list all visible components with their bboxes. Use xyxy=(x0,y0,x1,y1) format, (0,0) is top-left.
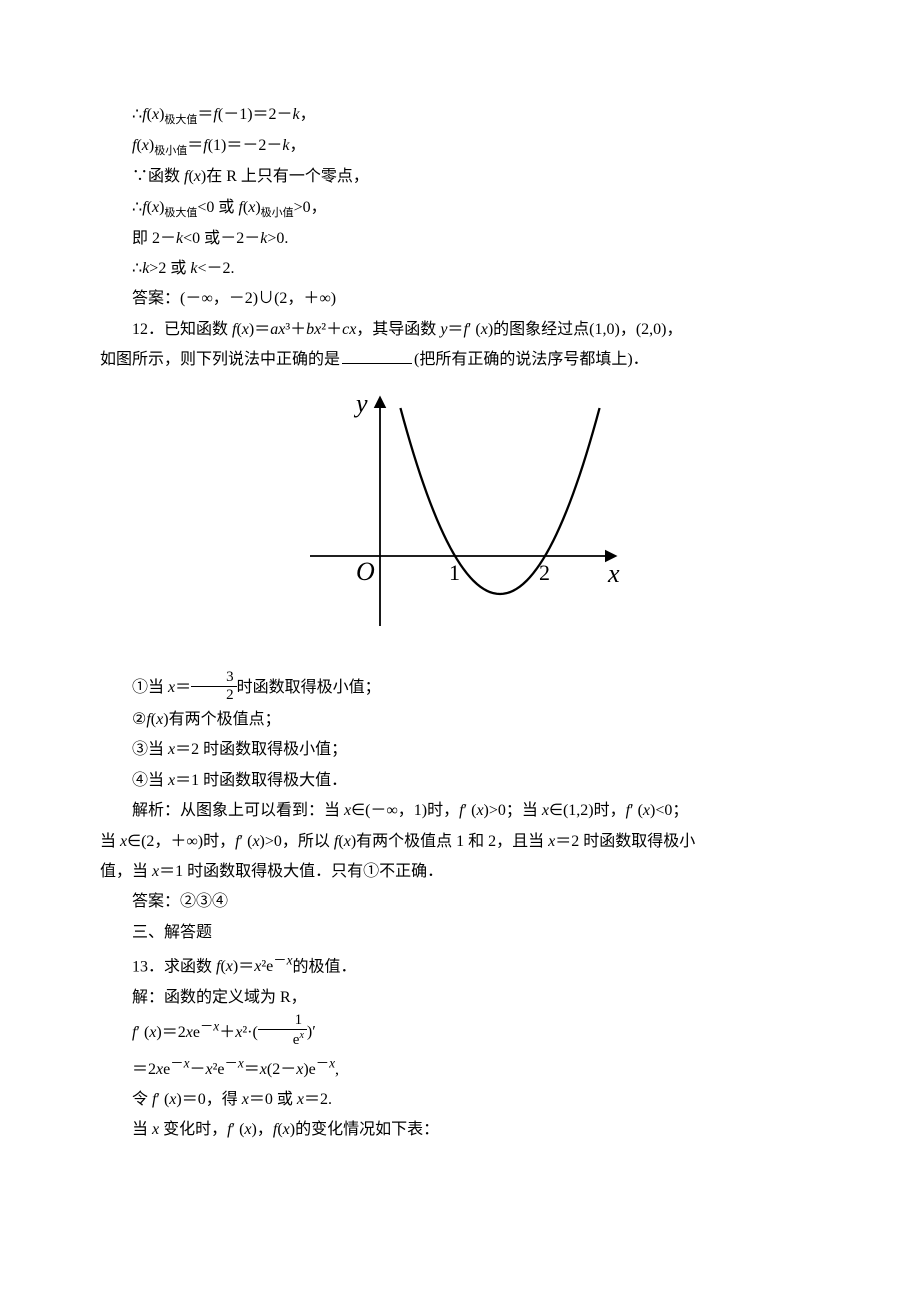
line-3: ∵函数 f(x)在 R 上只有一个零点， xyxy=(100,162,820,192)
line-1: ∴f(x)极大值＝f(－1)＝2－k， xyxy=(100,100,820,131)
line-4: ∴f(x)极大值<0 或 f(x)极小值>0， xyxy=(100,193,820,224)
svg-text:y: y xyxy=(353,389,368,418)
section-heading: 三、解答题 xyxy=(100,918,820,948)
svg-text:O: O xyxy=(356,557,375,586)
stmt-2: ②f(x)有两个极值点； xyxy=(100,705,820,735)
stmt-3: ③当 x＝2 时函数取得极小值； xyxy=(100,735,820,765)
line-5: 即 2－k<0 或－2－k>0. xyxy=(100,224,820,254)
analysis-line-1: 解析：从图象上可以看到：当 x∈(－∞，1)时，f′ (x)>0；当 x∈(1,… xyxy=(100,796,820,826)
derivative-graph: Ox y 1 2 xyxy=(290,386,630,646)
answer-blank xyxy=(342,347,412,364)
stmt-1: ①当 x＝32时函数取得极小值； xyxy=(100,672,820,705)
graph-container: Ox y 1 2 xyxy=(100,386,820,657)
q13: 13．求函数 f(x)＝x²e－x的极值． xyxy=(100,948,820,983)
q13-sol-3: ＝2xe－x－x²e－x＝x(2－x)e－x, xyxy=(100,1050,820,1085)
q13-sol-4: 令 f′ (x)＝0，得 x＝0 或 x＝2. xyxy=(100,1085,820,1115)
line-7-answer: 答案：(－∞，－2)∪(2，＋∞) xyxy=(100,284,820,314)
q12-answer: 答案：②③④ xyxy=(100,887,820,917)
q12-line-2: 如图所示，则下列说法中正确的是(把所有正确的说法序号都填上)． xyxy=(100,345,820,375)
q12-line-1: 12．已知函数 f(x)＝ax³＋bx²＋cx，其导函数 y＝f′ (x)的图象… xyxy=(100,315,820,345)
analysis-line-2: 当 x∈(2，＋∞)时，f′ (x)>0，所以 f(x)有两个极值点 1 和 2… xyxy=(100,827,820,857)
q13-sol-5: 当 x 变化时，f′ (x)，f(x)的变化情况如下表： xyxy=(100,1115,820,1145)
svg-text:2: 2 xyxy=(539,560,550,585)
stmt-4: ④当 x＝1 时函数取得极大值． xyxy=(100,766,820,796)
q13-sol-1: 解：函数的定义域为 R， xyxy=(100,983,820,1013)
document-content: ∴f(x)极大值＝f(－1)＝2－k， f(x)极小值＝f(1)＝－2－k， ∵… xyxy=(100,100,820,1146)
frac-1-ex: 1ex xyxy=(258,1013,307,1048)
line-6: ∴k>2 或 k<－2. xyxy=(100,254,820,284)
svg-text:1: 1 xyxy=(449,560,460,585)
svg-text:x: x xyxy=(607,559,620,588)
line-2: f(x)极小值＝f(1)＝－2－k， xyxy=(100,131,820,162)
analysis-line-3: 值，当 x＝1 时函数取得极大值．只有①不正确． xyxy=(100,857,820,887)
q13-sol-2: f′ (x)＝2xe－x＋x²·(1ex)′ xyxy=(100,1013,820,1050)
frac-3-2: 32 xyxy=(191,670,237,703)
